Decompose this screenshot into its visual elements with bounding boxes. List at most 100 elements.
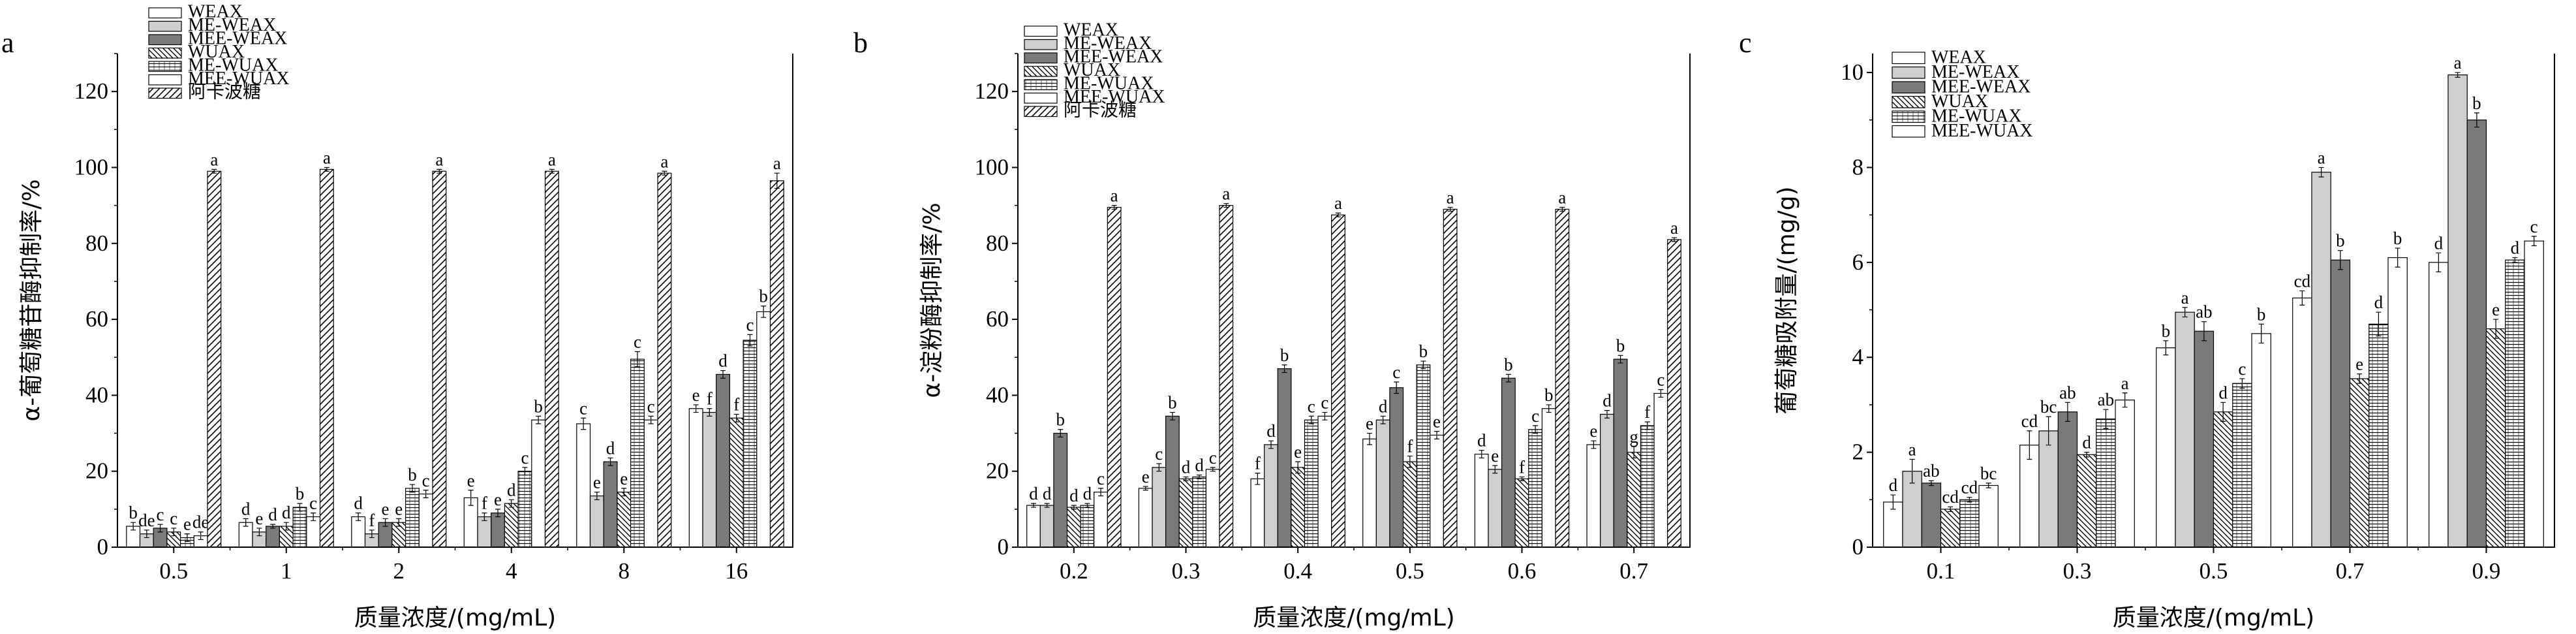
x-tick-label: 0.5 — [2200, 558, 2228, 584]
bar — [1402, 461, 1417, 548]
error-bar — [1169, 411, 1175, 420]
significance-label: f — [707, 389, 713, 409]
y-tick-label: 60 — [986, 306, 1009, 332]
significance-label: d — [354, 494, 363, 513]
error-bar — [1909, 458, 1915, 484]
bar — [2292, 297, 2312, 548]
error-bar — [1505, 373, 1511, 383]
y-tick-label: 4 — [1852, 344, 1864, 370]
error-bar — [1255, 473, 1261, 485]
legend-label: 阿卡波糖 — [1064, 100, 1137, 121]
x-tick-label: 0.9 — [2472, 558, 2501, 584]
bar — [1443, 208, 1458, 548]
x-tick-label: 8 — [619, 558, 630, 584]
x-tick-label: 1 — [281, 558, 292, 584]
legend-swatch — [1024, 65, 1058, 77]
bar — [2524, 240, 2544, 548]
significance-label: c — [746, 315, 754, 334]
x-tick-label: 0.2 — [1060, 558, 1088, 584]
significance-label: b — [2336, 231, 2345, 251]
legend-swatch — [1024, 79, 1058, 91]
bar — [2232, 383, 2252, 548]
error-bar — [747, 334, 753, 347]
legend-swatch — [1024, 39, 1058, 50]
significance-label: c — [1657, 370, 1664, 390]
y-tick-label: 0 — [998, 534, 1009, 560]
significance-label: b — [534, 396, 543, 416]
bar — [2076, 454, 2097, 548]
significance-label: a — [1447, 188, 1454, 208]
bar — [716, 373, 730, 548]
legend-label: WEAX — [1064, 20, 1118, 40]
significance-label: c — [1392, 362, 1400, 382]
error-bar — [1322, 411, 1328, 420]
significance-label: d — [2374, 293, 2384, 312]
error-bar — [2046, 416, 2051, 446]
y-tick-label: 2 — [1852, 439, 1864, 465]
significance-label: c — [309, 494, 317, 513]
bar — [504, 503, 519, 548]
significance-label: b — [408, 465, 417, 484]
y-tick-label: 120 — [975, 78, 1009, 104]
significance-label: d — [282, 503, 291, 522]
bar — [2466, 119, 2487, 548]
y-tick-label: 40 — [986, 382, 1009, 407]
error-bar — [549, 168, 555, 174]
error-bar — [594, 492, 600, 500]
bar — [2505, 259, 2525, 548]
bar — [1514, 478, 1529, 548]
legend-label: MEE-WEAX — [188, 29, 287, 49]
error-bar — [1559, 206, 1565, 212]
significance-label: d — [1889, 475, 1898, 495]
error-bar — [2122, 392, 2128, 408]
error-bar — [2239, 378, 2245, 389]
bar — [1250, 478, 1265, 548]
bar — [1192, 476, 1207, 548]
error-bar — [2474, 112, 2479, 128]
bar — [2429, 262, 2449, 548]
bar — [2369, 323, 2389, 548]
bar — [432, 170, 447, 548]
bar — [702, 411, 717, 548]
significance-label: f — [1407, 436, 1413, 456]
error-bar — [423, 490, 429, 498]
x-tick-label: 2 — [393, 558, 405, 584]
significance-label: e — [2355, 355, 2363, 374]
error-bar — [468, 490, 474, 506]
significance-label: c — [521, 448, 529, 468]
bar — [756, 311, 771, 548]
significance-label: c — [1531, 406, 1539, 426]
bar — [351, 516, 366, 548]
bar — [1264, 444, 1278, 548]
significance-label: e — [593, 473, 601, 492]
error-bar — [607, 457, 613, 466]
significance-label: e — [255, 509, 263, 528]
y-tick-label: 80 — [85, 230, 108, 256]
significance-label: f — [733, 394, 739, 414]
significance-label: c — [647, 396, 655, 416]
error-bar — [2064, 402, 2070, 422]
bar — [1152, 467, 1167, 548]
significance-label: c — [1321, 393, 1328, 413]
significance-label: c — [157, 505, 164, 524]
error-bar — [1380, 415, 1386, 424]
significance-label: d — [1477, 431, 1486, 451]
significance-label: b — [1616, 336, 1625, 355]
bar — [2251, 333, 2271, 548]
bar — [405, 488, 420, 548]
error-bar — [1223, 203, 1229, 208]
bar — [531, 419, 546, 548]
y-tick-label: 6 — [1852, 249, 1864, 275]
significance-label: d — [2082, 433, 2091, 452]
legend-label: MEE-WEAX — [1931, 77, 2031, 97]
chart-panel-c: cdcdbcddabcaaaabababbbcdddeecdabcddbcabb… — [1739, 27, 2555, 631]
significance-label: e — [1366, 414, 1373, 434]
x-tick-label: 0.4 — [1283, 558, 1312, 584]
error-bar — [1890, 494, 1896, 510]
y-tick-label: 0 — [1852, 534, 1864, 560]
bar — [2057, 411, 2078, 548]
